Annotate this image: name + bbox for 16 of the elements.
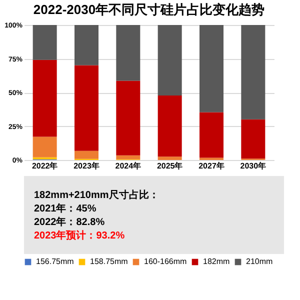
- chart-title: 2022-2030年不同尺寸硅片占比变化趋势: [33, 2, 265, 17]
- x-tick-label: 2022年: [32, 162, 58, 170]
- legend-label: 210mm: [246, 257, 274, 266]
- text: 2023年预计：93.2%: [34, 229, 125, 242]
- legend-label: 160-166mm: [144, 257, 188, 266]
- x-tick-label: 2024年: [115, 162, 142, 170]
- x-tick-label: 2027年: [198, 162, 224, 170]
- x-tick-label: 2023年: [74, 162, 100, 170]
- text: 2022年：82.8%: [34, 216, 105, 228]
- legend-label: 158.75mm: [90, 257, 128, 266]
- x-tick-label: 2030年: [240, 162, 266, 170]
- text: 182mm+210mm尺寸占比：: [34, 188, 159, 201]
- legend-label: 182mm: [203, 257, 230, 266]
- text: 2021年：45%: [34, 202, 96, 214]
- legend-label: 156.75mm: [36, 257, 74, 266]
- x-tick-label: 2025年: [156, 162, 183, 170]
